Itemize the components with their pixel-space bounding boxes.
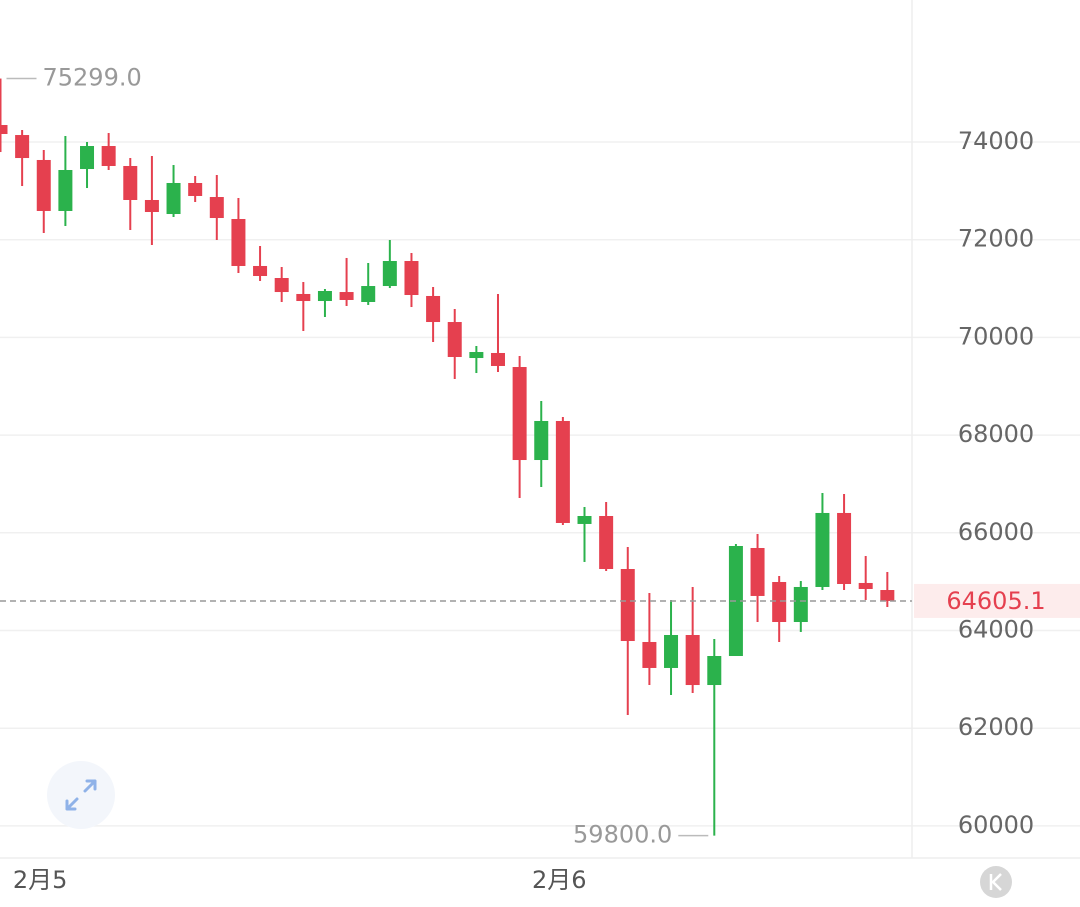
- candle-body: [793, 586, 808, 623]
- candle-body: [880, 590, 895, 601]
- candle-body: [317, 290, 332, 302]
- y-tick-label: 74000: [958, 127, 1034, 155]
- expand-button[interactable]: [47, 761, 115, 829]
- candle-body: [274, 278, 289, 293]
- candle-body: [0, 125, 8, 134]
- y-tick-label: 72000: [958, 225, 1034, 253]
- candle-body: [815, 512, 830, 587]
- candle-body: [231, 218, 246, 266]
- y-tick-label: 68000: [958, 420, 1034, 448]
- candle-body: [750, 547, 765, 596]
- candle-body: [447, 322, 462, 357]
- candle-body: [642, 641, 657, 668]
- extreme-label: 75299.0: [43, 64, 142, 92]
- expand-button-bg: [47, 761, 115, 829]
- candle-body: [620, 569, 635, 642]
- candle-body: [837, 512, 852, 585]
- candle-body: [36, 159, 51, 211]
- x-tick-label: 2月5: [13, 866, 68, 894]
- candle-body: [599, 516, 614, 570]
- candle-body: [101, 146, 116, 166]
- kline-button-bg: [980, 866, 1012, 898]
- y-tick-label: 62000: [958, 713, 1034, 741]
- current-price-label: 64605.1: [946, 587, 1045, 615]
- candle-body: [80, 146, 95, 170]
- current-price-bg: [914, 583, 1080, 618]
- y-tick-label: 64000: [958, 616, 1034, 644]
- candle-body: [58, 169, 73, 211]
- candle-body: [361, 286, 376, 302]
- candle-body: [166, 182, 181, 215]
- candle-body: [404, 261, 419, 296]
- candle-body: [685, 635, 700, 686]
- candle-body: [123, 165, 138, 200]
- candle-body: [188, 182, 203, 196]
- grid: [0, 141, 1080, 827]
- expand-icon: [65, 779, 97, 811]
- candle-body: [577, 516, 592, 524]
- candle-body: [707, 656, 722, 686]
- candle-body: [15, 135, 30, 159]
- kline-button[interactable]: [980, 866, 1012, 898]
- candle-body: [858, 582, 873, 589]
- candle-body: [426, 295, 441, 323]
- candle-body: [339, 292, 354, 300]
- kline-icon: [989, 873, 1002, 891]
- candle-body: [209, 197, 224, 219]
- candle-body: [253, 265, 268, 277]
- candle-body: [469, 352, 484, 359]
- candle-body: [534, 420, 549, 461]
- candle-body: [382, 261, 397, 287]
- candle-body: [296, 293, 311, 302]
- candle-body: [490, 352, 505, 366]
- candle-body: [144, 199, 159, 213]
- y-tick-label: 60000: [958, 811, 1034, 839]
- y-tick-label: 70000: [958, 322, 1034, 350]
- candle-body: [555, 420, 570, 523]
- x-tick-label: 2月6: [532, 866, 587, 894]
- extreme-label: 59800.0: [573, 821, 672, 849]
- candle-body: [512, 367, 527, 461]
- candle-body: [664, 635, 679, 668]
- y-tick-label: 66000: [958, 518, 1034, 546]
- candle-body: [772, 581, 787, 623]
